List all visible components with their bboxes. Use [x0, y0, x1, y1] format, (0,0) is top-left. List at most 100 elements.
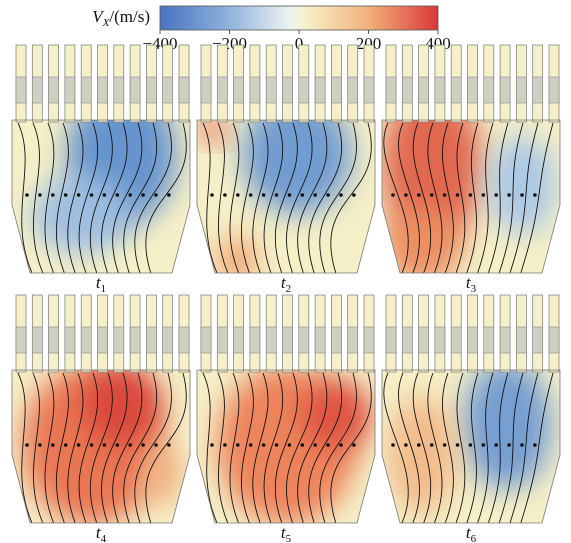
tube-band — [364, 77, 374, 103]
streamline-arrow — [456, 443, 460, 447]
panel — [197, 45, 375, 285]
streamline-arrow — [533, 193, 537, 197]
streamline-arrow — [352, 443, 356, 447]
streamline-arrow — [167, 193, 171, 197]
streamline-arrow — [210, 443, 214, 447]
tube-band — [49, 77, 59, 103]
streamline-arrow — [51, 193, 55, 197]
panel-label: t6 — [466, 523, 477, 543]
tube-band — [266, 327, 276, 353]
velocity-region — [462, 360, 552, 490]
streamline-arrow — [210, 193, 214, 197]
tube-band — [402, 77, 412, 103]
tube-band — [484, 77, 494, 103]
tube-band — [348, 77, 358, 103]
streamline-arrow — [236, 443, 240, 447]
streamline-arrow — [38, 193, 42, 197]
tube-band — [283, 77, 293, 103]
tube-band — [451, 327, 461, 353]
tube-band — [435, 327, 445, 353]
tube-band — [250, 77, 260, 103]
tube-band — [234, 77, 244, 103]
streamline-arrow — [223, 193, 227, 197]
panel — [382, 295, 560, 523]
streamline-arrow — [77, 193, 81, 197]
tube-band — [32, 77, 42, 103]
subscript: 6 — [471, 533, 477, 543]
streamline-arrow — [275, 443, 279, 447]
tube-band — [146, 77, 156, 103]
unit: /(m/s) — [109, 7, 150, 26]
streamline-arrow — [25, 193, 29, 197]
panel-label: t5 — [281, 523, 292, 543]
streamline-arrow — [326, 443, 330, 447]
streamline-arrow — [494, 193, 498, 197]
tube-band — [130, 77, 140, 103]
tube-band — [451, 77, 461, 103]
streamline-arrow — [456, 193, 460, 197]
streamline-arrow — [391, 443, 395, 447]
streamline-arrow — [275, 193, 279, 197]
tube-band — [500, 327, 510, 353]
tube-band — [266, 77, 276, 103]
streamline-arrow — [288, 443, 292, 447]
tube-band — [500, 77, 510, 103]
panel — [12, 45, 190, 273]
streamline-arrow — [236, 193, 240, 197]
streamline-arrow — [154, 193, 158, 197]
tube-band — [348, 327, 358, 353]
streamline-arrow — [77, 443, 81, 447]
streamline-arrow — [391, 193, 395, 197]
tube-band — [130, 327, 140, 353]
tube-band — [484, 327, 494, 353]
velocity-region — [142, 445, 182, 505]
tube-band — [163, 327, 173, 353]
streamline-arrow — [430, 443, 434, 447]
streamline-arrow — [154, 443, 158, 447]
tube-band — [65, 77, 75, 103]
streamline-arrow — [533, 443, 537, 447]
tube-band — [81, 77, 91, 103]
streamline-arrow — [507, 443, 511, 447]
panel-label: t4 — [96, 523, 107, 543]
tube-band — [163, 77, 173, 103]
streamline-arrow — [482, 443, 486, 447]
tube-band — [468, 77, 478, 103]
tube-band — [533, 327, 543, 353]
streamline-arrow — [141, 443, 145, 447]
streamline-arrow — [262, 193, 266, 197]
subscript: 4 — [101, 533, 107, 543]
colorbar-title: VX/(m/s) — [92, 7, 150, 29]
streamline-arrow — [90, 443, 94, 447]
tube-band — [299, 77, 309, 103]
figure: VX/(m/s) −400−2000200400t1t2t3t4t5t6 — [0, 0, 571, 543]
streamline-arrow — [326, 193, 330, 197]
streamline-arrow — [249, 193, 253, 197]
streamline-arrow — [128, 443, 132, 447]
panel-label: t2 — [281, 273, 291, 295]
tube-band — [250, 327, 260, 353]
streamline-arrow — [262, 443, 266, 447]
tube-band — [217, 327, 227, 353]
streamline-arrow — [301, 193, 305, 197]
tube-band — [201, 327, 211, 353]
streamline-arrow — [339, 193, 343, 197]
streamline-arrow — [38, 443, 42, 447]
tube-band — [315, 77, 325, 103]
tube-band — [516, 77, 526, 103]
tube-band — [533, 77, 543, 103]
streamline-arrow — [313, 443, 317, 447]
tube-band — [402, 327, 412, 353]
panel-label: t3 — [466, 273, 477, 295]
streamline-arrow — [64, 443, 68, 447]
tube-band — [435, 77, 445, 103]
streamline-arrow — [64, 193, 68, 197]
streamline-arrow — [417, 193, 421, 197]
tube-band — [217, 77, 227, 103]
tube-band — [179, 327, 189, 353]
streamline-arrow — [417, 443, 421, 447]
streamline-arrow — [249, 443, 253, 447]
tube-band — [315, 327, 325, 353]
panel-label: t1 — [96, 273, 106, 295]
tube-band — [65, 327, 75, 353]
